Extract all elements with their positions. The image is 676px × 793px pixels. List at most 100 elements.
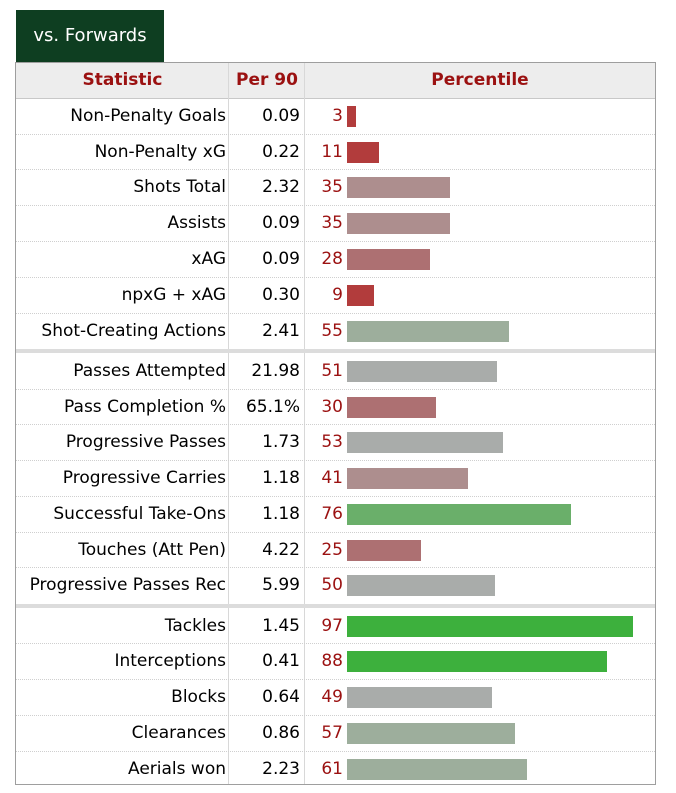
stat-name: Assists: [167, 213, 226, 233]
per90-value: 0.30: [262, 285, 300, 305]
row-divider: [16, 643, 655, 644]
per90-value: 2.32: [262, 177, 300, 197]
percentile-value: 3: [332, 106, 343, 126]
per90-value: 0.86: [262, 723, 300, 743]
percentile-value: 50: [321, 575, 343, 595]
row-divider: [16, 134, 655, 135]
percentile-value: 35: [321, 177, 343, 197]
percentile-value: 76: [321, 504, 343, 524]
table-row: Shot-Creating Actions 2.41 55: [16, 313, 655, 349]
table-row: Touches (Att Pen) 4.22 25: [16, 532, 655, 568]
row-divider: [16, 277, 655, 278]
table-row: Pass Completion % 65.1% 30: [16, 389, 655, 425]
stat-name: Tackles: [164, 616, 226, 636]
percentile-value: 88: [321, 651, 343, 671]
percentile-value: 11: [321, 142, 343, 162]
percentile-bar: [347, 106, 356, 127]
header-statistic[interactable]: Statistic: [82, 70, 163, 90]
percentile-bar: [347, 397, 436, 418]
row-divider: [16, 679, 655, 680]
table-row: Assists 0.09 35: [16, 205, 655, 241]
row-divider: [16, 313, 655, 314]
table-row: Shots Total 2.32 35: [16, 169, 655, 205]
stat-name: Touches (Att Pen): [78, 540, 226, 560]
percentile-bar: [347, 249, 430, 270]
per90-value: 0.41: [262, 651, 300, 671]
percentile-bar: [347, 759, 527, 780]
percentile-bar: [347, 321, 509, 342]
percentile-value: 51: [321, 361, 343, 381]
stat-name: npxG + xAG: [121, 285, 226, 305]
header-per90[interactable]: Per 90: [236, 70, 298, 90]
stat-name: Shot-Creating Actions: [41, 321, 226, 341]
percentile-value: 30: [321, 397, 343, 417]
stat-name: Clearances: [131, 723, 226, 743]
percentile-bar: [347, 213, 450, 234]
table-row: npxG + xAG 0.30 9: [16, 277, 655, 313]
tab-vs-forwards[interactable]: vs. Forwards: [16, 10, 164, 62]
stat-name: Interceptions: [114, 651, 226, 671]
row-divider: [16, 460, 655, 461]
percentile-bar: [347, 142, 379, 163]
table-row: Tackles 1.45 97: [16, 608, 655, 644]
scouting-report-table: Statistic Per 90 Percentile Non-Penalty …: [15, 62, 656, 785]
percentile-bar: [347, 361, 497, 382]
table-row: Non-Penalty Goals 0.09 3: [16, 98, 655, 134]
table-row: Successful Take-Ons 1.18 76: [16, 496, 655, 532]
table-row: Interceptions 0.41 88: [16, 643, 655, 679]
per90-value: 0.09: [262, 213, 300, 233]
stat-name: Progressive Passes: [65, 432, 226, 452]
stat-name: Successful Take-Ons: [53, 504, 226, 524]
stat-name: Aerials won: [128, 759, 226, 779]
percentile-value: 57: [321, 723, 343, 743]
header-percentile[interactable]: Percentile: [431, 70, 529, 90]
row-divider: [16, 424, 655, 425]
percentile-value: 53: [321, 432, 343, 452]
column-divider: [228, 63, 229, 784]
stat-name: Progressive Passes Rec: [29, 575, 226, 595]
column-divider: [304, 63, 305, 784]
row-divider: [16, 205, 655, 206]
per90-value: 0.22: [262, 142, 300, 162]
stat-name: xAG: [191, 249, 226, 269]
per90-value: 1.45: [262, 616, 300, 636]
per90-value: 2.23: [262, 759, 300, 779]
percentile-bar: [347, 504, 571, 525]
table-row: Passes Attempted 21.98 51: [16, 353, 655, 389]
stat-name: Blocks: [171, 687, 226, 707]
stat-name: Passes Attempted: [73, 361, 226, 381]
row-divider: [16, 241, 655, 242]
percentile-bar: [347, 616, 633, 637]
table-header: Statistic Per 90 Percentile: [16, 63, 655, 99]
row-divider: [16, 567, 655, 568]
table-row: Blocks 0.64 49: [16, 679, 655, 715]
percentile-bar: [347, 687, 492, 708]
percentile-value: 97: [321, 616, 343, 636]
per90-value: 5.99: [262, 575, 300, 595]
row-divider: [16, 715, 655, 716]
percentile-value: 55: [321, 321, 343, 341]
row-divider: [16, 532, 655, 533]
group-divider: [16, 349, 655, 353]
per90-value: 1.18: [262, 468, 300, 488]
per90-value: 0.09: [262, 249, 300, 269]
per90-value: 21.98: [251, 361, 300, 381]
percentile-value: 49: [321, 687, 343, 707]
row-divider: [16, 169, 655, 170]
percentile-bar: [347, 575, 495, 596]
percentile-value: 28: [321, 249, 343, 269]
percentile-value: 35: [321, 213, 343, 233]
percentile-value: 9: [332, 285, 343, 305]
stat-name: Pass Completion %: [64, 397, 226, 417]
percentile-bar: [347, 285, 374, 306]
table-row: Progressive Passes 1.73 53: [16, 424, 655, 460]
percentile-bar: [347, 432, 503, 453]
percentile-value: 41: [321, 468, 343, 488]
percentile-bar: [347, 723, 515, 744]
percentile-value: 61: [321, 759, 343, 779]
per90-value: 0.09: [262, 106, 300, 126]
per90-value: 65.1%: [245, 397, 300, 417]
table-row: Progressive Passes Rec 5.99 50: [16, 567, 655, 603]
per90-value: 1.18: [262, 504, 300, 524]
percentile-value: 25: [321, 540, 343, 560]
